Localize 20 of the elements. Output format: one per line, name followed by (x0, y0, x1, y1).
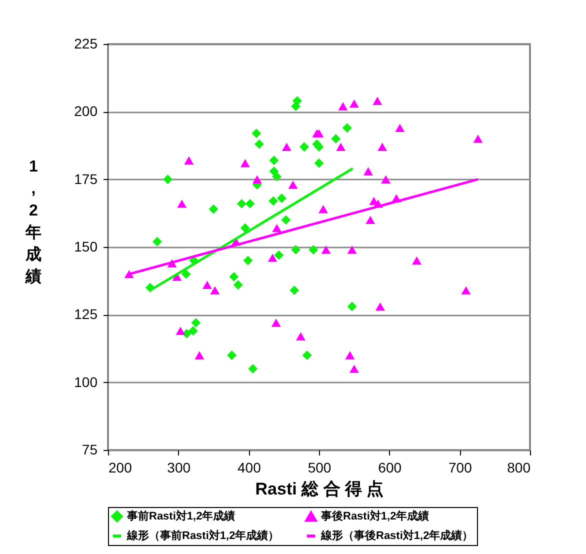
x-tick-label: 400 (237, 460, 262, 476)
y-axis-title: 1,2年成績 (24, 158, 42, 286)
y-tick-label: 175 (74, 170, 98, 187)
legend-label: 事前Rasti対1,2年成績 (126, 509, 236, 522)
x-tick-label: 200 (108, 460, 132, 476)
y-tick-label: 125 (74, 306, 98, 322)
y-tick-label: 100 (74, 374, 98, 390)
legend-label: 事後Rasti対1,2年成績 (320, 510, 430, 523)
legend-label: 線形（事前Rasti対1,2年成績） (126, 529, 280, 542)
y-tick-label: 200 (74, 103, 98, 120)
y-tick-label: 75 (82, 442, 98, 458)
x-tick-label: 600 (378, 460, 402, 476)
legend-label: 線形（事後Rasti対1,2年成績） (320, 529, 474, 542)
y-tick-label: 225 (74, 36, 98, 52)
x-tick-label: 500 (308, 460, 332, 476)
y-tick-label: 150 (74, 238, 98, 254)
x-tick-label: 300 (167, 460, 191, 476)
x-axis-title: Rasti 総 合 得 点 (255, 480, 384, 498)
x-tick-label: 800 (507, 460, 531, 476)
x-tick-label: 700 (448, 460, 472, 476)
